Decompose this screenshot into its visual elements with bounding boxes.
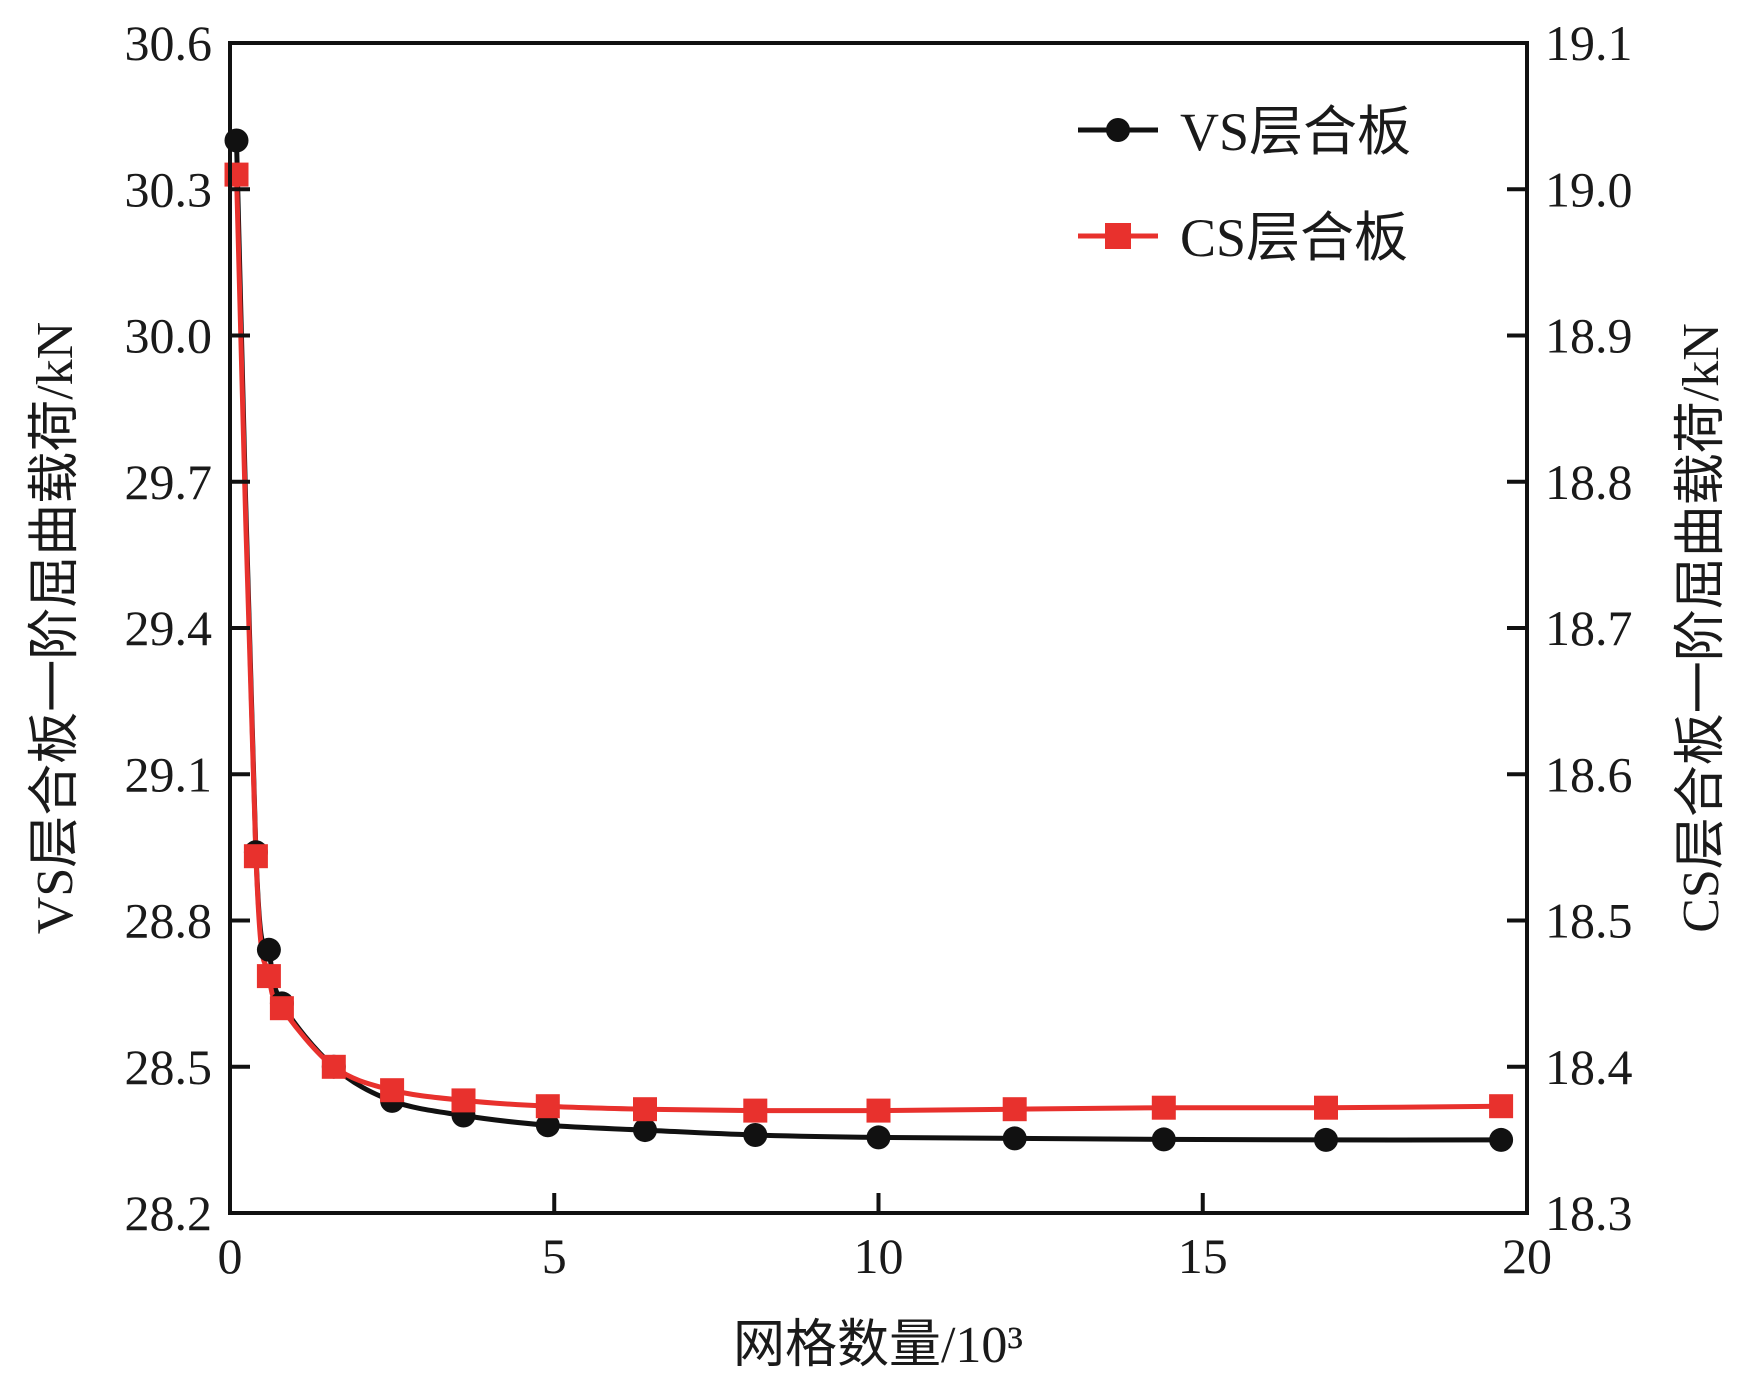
y-tick-label-left-4: 29.4 [125, 600, 213, 656]
point-vs-10 [866, 1125, 891, 1150]
point-cs-12 [1151, 1095, 1176, 1120]
point-vs-8 [633, 1118, 657, 1143]
y-tick-label-right-1: 18.4 [1545, 1039, 1633, 1095]
x-tick-label-3: 15 [1178, 1228, 1228, 1284]
legend-label-cs: CS层合板 [1180, 208, 1408, 268]
y-tick-label-right-5: 18.8 [1545, 454, 1633, 510]
y-tick-label-right-8: 19.1 [1545, 15, 1633, 71]
legend-marker-cs [1105, 223, 1131, 249]
point-cs-9 [743, 1098, 768, 1123]
legend-marker-vs [1106, 118, 1130, 142]
series-line-vs [234, 140, 1502, 1143]
y-tick-label-right-3: 18.6 [1545, 746, 1633, 802]
series-markers [224, 128, 1514, 1152]
point-vs-14 [1489, 1127, 1514, 1152]
y-tick-label-right-6: 18.9 [1545, 308, 1633, 364]
x-tick-label-2: 10 [854, 1228, 904, 1284]
y-tick-label-left-1: 28.5 [125, 1039, 213, 1095]
point-cs-8 [633, 1097, 657, 1122]
y-tick-label-right-4: 18.7 [1545, 600, 1633, 656]
y-tick-label-right-7: 19.0 [1545, 161, 1633, 217]
point-cs-2 [256, 964, 281, 989]
point-cs-7 [535, 1094, 560, 1119]
point-cs-1 [243, 844, 268, 869]
point-cs-5 [380, 1078, 405, 1103]
point-cs-4 [321, 1054, 346, 1079]
y-tick-label-left-6: 30.0 [125, 308, 213, 364]
axis-ticks: 0 5 10 15 20 28.2 28.5 28.8 29.1 29.4 29.7 30.0 30.3… [125, 15, 1633, 1284]
y-tick-label-left-5: 29.7 [125, 454, 213, 510]
y-tick-label-left-0: 28.2 [125, 1185, 213, 1241]
x-tick-label-1: 5 [542, 1228, 567, 1284]
x-tick-label-4: 20 [1502, 1228, 1552, 1284]
y-tick-label-left-2: 28.8 [125, 893, 213, 949]
y-tick-label-right-0: 18.3 [1545, 1185, 1633, 1241]
legend-label-vs: VS层合板 [1180, 102, 1411, 162]
y-tick-label-right-2: 18.5 [1545, 893, 1633, 949]
point-vs-9 [743, 1123, 768, 1147]
point-vs-2 [256, 937, 281, 962]
y-tick-label-left-7: 30.3 [125, 161, 213, 217]
legend: VS层合板 CS层合板 [1078, 102, 1411, 268]
point-cs-11 [1002, 1097, 1027, 1122]
series-line-cs [234, 174, 1502, 1114]
point-cs-6 [451, 1088, 476, 1113]
point-vs-13 [1314, 1127, 1338, 1152]
point-cs-10 [866, 1098, 891, 1123]
y-tick-label-left-3: 29.1 [125, 746, 213, 802]
point-cs-3 [269, 996, 294, 1021]
point-cs-14 [1489, 1094, 1514, 1119]
point-vs-12 [1151, 1127, 1176, 1152]
y-tick-label-left-8: 30.6 [125, 15, 213, 71]
series-lines [234, 140, 1502, 1143]
point-vs-7 [535, 1113, 560, 1138]
y-axis-title-right: CS层合板一阶屈曲载荷/kN [1673, 323, 1730, 933]
y-axis-title-left: VS层合板一阶屈曲载荷/kN [27, 322, 84, 934]
x-axis-title: 网格数量/10³ [733, 1317, 1023, 1374]
point-vs-11 [1002, 1126, 1027, 1151]
x-tick-label-0: 0 [218, 1228, 243, 1284]
point-cs-13 [1314, 1095, 1338, 1120]
